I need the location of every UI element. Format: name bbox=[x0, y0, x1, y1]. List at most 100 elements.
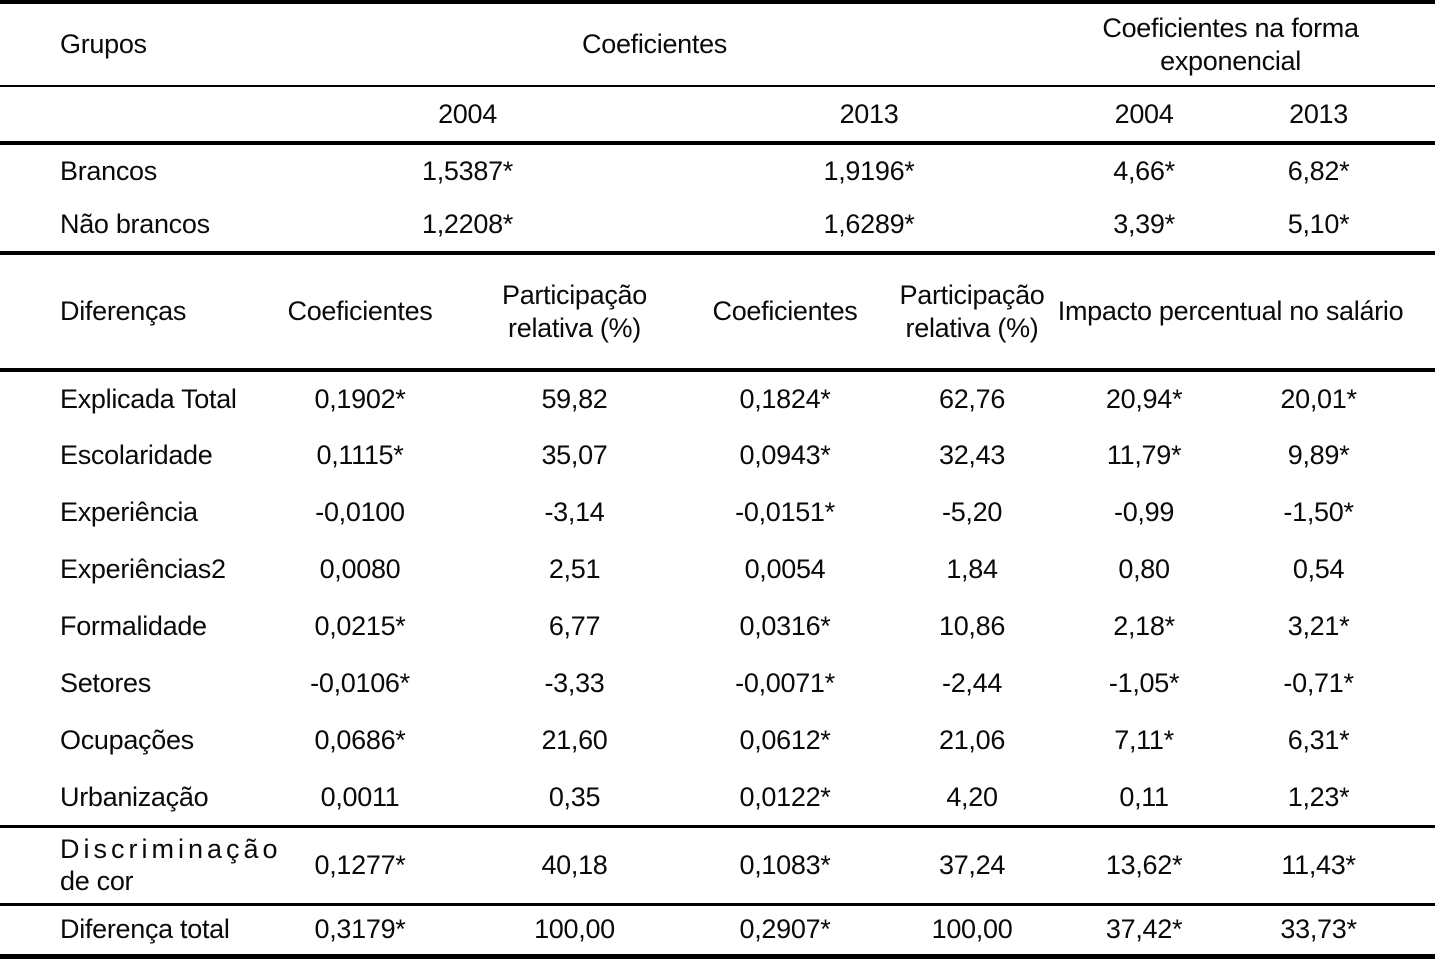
value-cell: 3,21* bbox=[1287, 611, 1350, 642]
exponential-header-label: Coeficientes na forma exponencial bbox=[1056, 0, 1435, 87]
value-cell: 62,76 bbox=[938, 384, 1006, 415]
table-row: Urbanização 0,0011 0,35 0,0122* 4,20 0,11 1,23… bbox=[0, 769, 1435, 828]
value-cell: 0,0316* bbox=[739, 611, 831, 642]
value-cell: 0,3179* bbox=[253, 904, 467, 959]
value-cell: 1,2208* bbox=[253, 198, 682, 255]
value-cell: 40,18 bbox=[467, 826, 682, 906]
table-row: Não brancos 1,2208* 1,6289* 3,39* 5,10* bbox=[0, 198, 1435, 255]
value-cell: 13,62* bbox=[1056, 826, 1233, 906]
value-cell: 0,2907* bbox=[682, 904, 888, 959]
value-cell: 0,0612* bbox=[739, 725, 831, 756]
table-row: Formalidade 0,0215* 6,77 0,0316* 10,86 2,18* 3… bbox=[0, 598, 1435, 655]
row-label: Experiências2 bbox=[60, 554, 226, 585]
value-cell: 0,0943* bbox=[739, 440, 831, 471]
row-label: Formalidade bbox=[60, 611, 207, 642]
value-cell: 0,1824* bbox=[739, 384, 831, 415]
value-cell: 1,84 bbox=[946, 554, 998, 585]
discrimination-label-line2: de cor bbox=[60, 866, 134, 896]
value-cell: -2,44 bbox=[942, 668, 1003, 699]
discrimination-row: Discriminação de cor 0,1277* 40,18 0,108… bbox=[0, 826, 1435, 906]
value-cell: 1,5387* bbox=[422, 156, 513, 187]
year-header: 2013 bbox=[682, 86, 1057, 145]
table-row: Experiências2 0,0080 2,51 0,0054 1,84 0,80 0,5… bbox=[0, 541, 1435, 598]
value-cell: 2,18* bbox=[1113, 611, 1175, 642]
empty-cell bbox=[0, 86, 253, 145]
value-cell: 32,43 bbox=[938, 440, 1006, 471]
differences-header-label: Diferenças bbox=[0, 253, 253, 372]
value-cell: -0,0106* bbox=[310, 668, 410, 699]
value-cell: 100,00 bbox=[467, 904, 682, 959]
value-cell: 0,1277* bbox=[253, 826, 467, 906]
value-cell: 0,0080 bbox=[319, 554, 401, 585]
row-label: Ocupações bbox=[60, 725, 194, 756]
table-row: Setores -0,0106* -3,33 -0,0071* -2,44 -1,05* -… bbox=[0, 655, 1435, 712]
value-cell: 21,60 bbox=[541, 725, 608, 756]
value-cell: 3,39* bbox=[1056, 198, 1233, 255]
row-label: Diferença total bbox=[0, 904, 253, 959]
table-row: Experiência -0,0100 -3,14 -0,0151* -5,20 -0,9… bbox=[0, 484, 1435, 541]
participation-2004-header: Participação relativa (%) bbox=[467, 253, 682, 372]
table-row: Ocupações 0,0686* 21,60 0,0612* 21,06 7,11* 6,… bbox=[0, 712, 1435, 769]
value-cell: 11,79* bbox=[1106, 440, 1182, 471]
value-cell: 0,0011 bbox=[253, 769, 467, 828]
value-cell: 0,54 bbox=[1292, 554, 1345, 585]
value-cell: 10,86 bbox=[938, 611, 1006, 642]
impact-header: Impacto percentual no salário bbox=[1056, 253, 1435, 372]
year-header: 2013 bbox=[1232, 86, 1435, 145]
value-cell: 0,80 bbox=[1118, 554, 1170, 585]
value-cell: 0,0054 bbox=[744, 554, 826, 585]
value-cell: -3,33 bbox=[544, 668, 605, 699]
value-cell: -5,20 bbox=[942, 497, 1003, 528]
value-cell: 2,51 bbox=[548, 554, 601, 585]
value-cell: 4,20 bbox=[888, 769, 1057, 828]
discrimination-label-line1: Discriminação bbox=[60, 833, 282, 864]
summary-section: Discriminação de cor 0,1277* 40,18 0,108… bbox=[0, 826, 1435, 959]
groups-rows-section: Brancos 1,5387* 1,9196* 4,66* 6,82* Não branc… bbox=[0, 143, 1435, 255]
coefficients-2013-header: Coeficientes bbox=[682, 253, 888, 372]
value-cell: -0,0100 bbox=[315, 497, 405, 528]
table-row: 2004 2013 2004 2013 bbox=[0, 86, 1435, 145]
value-cell: -1,50* bbox=[1283, 497, 1354, 528]
row-label: Urbanização bbox=[0, 769, 253, 828]
value-cell: 5,10* bbox=[1232, 198, 1435, 255]
value-cell: 11,43* bbox=[1232, 826, 1435, 906]
value-cell: 20,94* bbox=[1105, 384, 1183, 415]
value-cell: 0,1083* bbox=[682, 826, 888, 906]
value-cell: 0,0686* bbox=[314, 725, 406, 756]
value-cell: -0,0071* bbox=[735, 668, 835, 699]
value-cell: 33,73* bbox=[1232, 904, 1435, 959]
value-cell: 21,06 bbox=[938, 725, 1006, 756]
value-cell: 37,42* bbox=[1056, 904, 1233, 959]
coefficients-header-label: Coeficientes bbox=[253, 0, 1057, 87]
groups-header-section: Grupos Coeficientes Coeficientes na form… bbox=[0, 0, 1435, 145]
value-cell: 1,9196* bbox=[823, 156, 915, 187]
value-cell: 6,77 bbox=[548, 611, 601, 642]
value-cell: 0,35 bbox=[467, 769, 682, 828]
value-cell: 0,0122* bbox=[682, 769, 888, 828]
value-cell: 6,82* bbox=[1287, 156, 1350, 187]
value-cell: 9,89* bbox=[1287, 440, 1350, 471]
value-cell: -0,99 bbox=[1114, 497, 1175, 528]
row-label: Explicada Total bbox=[60, 384, 237, 415]
row-label: Discriminação de cor bbox=[0, 826, 282, 906]
value-cell: 20,01* bbox=[1280, 384, 1357, 415]
value-cell: 4,66* bbox=[1113, 156, 1175, 187]
differences-rows-section: Explicada Total 0,1902* 59,82 0,1824* 62,76 2… bbox=[0, 370, 1435, 828]
row-label: Escolaridade bbox=[60, 440, 213, 471]
value-cell: 59,82 bbox=[541, 384, 608, 415]
value-cell: 0,11 bbox=[1056, 769, 1233, 828]
value-cell: 7,11* bbox=[1114, 725, 1174, 756]
row-label: Não brancos bbox=[0, 198, 253, 255]
table-row: Explicada Total 0,1902* 59,82 0,1824* 62,76 2… bbox=[0, 370, 1435, 427]
total-row: Diferença total 0,3179* 100,00 0,2907* 1… bbox=[0, 904, 1435, 959]
groups-header-label: Grupos bbox=[0, 0, 253, 87]
value-cell: 0,1115* bbox=[316, 440, 404, 471]
value-cell: 6,31* bbox=[1287, 725, 1350, 756]
value-cell: 37,24 bbox=[888, 826, 1057, 906]
table-row: Grupos Coeficientes Coeficientes na form… bbox=[0, 0, 1435, 87]
participation-2013-header: Participação relativa (%) bbox=[888, 253, 1057, 372]
table-row: Diferenças Coeficientes Participação rel… bbox=[0, 253, 1435, 372]
value-cell: -1,05* bbox=[1108, 668, 1180, 699]
